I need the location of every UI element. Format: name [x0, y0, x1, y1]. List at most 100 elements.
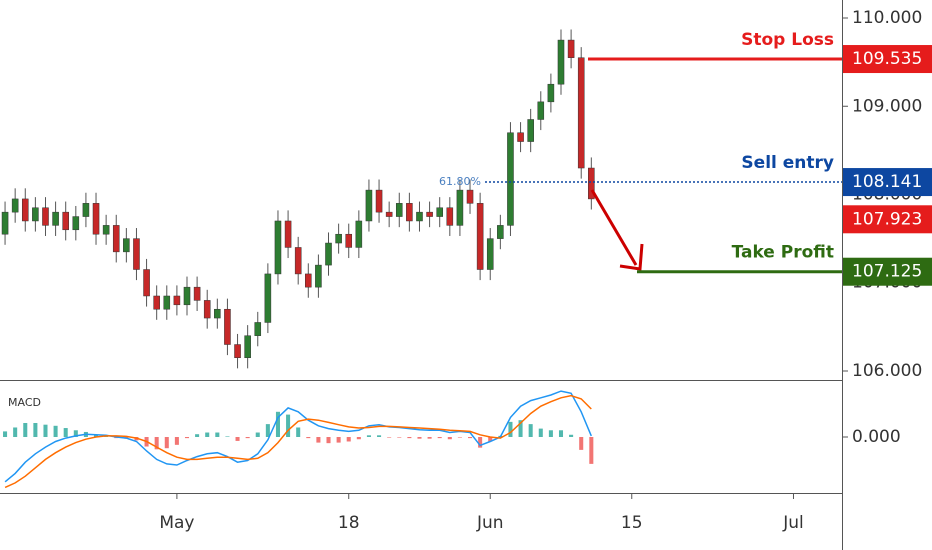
histogram-bar [468, 437, 473, 439]
last-price-box [843, 205, 932, 234]
candle-body [375, 189, 383, 213]
histogram-bar [377, 435, 382, 437]
level-price-box [843, 257, 932, 286]
histogram-bar [53, 425, 58, 437]
candle-body [395, 203, 403, 217]
candle-body [507, 132, 514, 226]
x-tick-label: 15 [621, 513, 643, 533]
histogram-bar [296, 427, 301, 437]
histogram-bar [255, 432, 260, 437]
x-tick-label: 18 [338, 513, 360, 533]
histogram-bar [3, 431, 8, 437]
y-tick-label: 109.000 [852, 96, 922, 116]
histogram-bar [164, 437, 169, 449]
macd-title: MACD [8, 396, 41, 409]
histogram-bar [478, 437, 483, 448]
candle-body [72, 216, 80, 231]
candle-body [315, 264, 322, 288]
histogram-bar [23, 423, 28, 437]
histogram-bar [538, 428, 543, 437]
candle-body [345, 233, 353, 248]
histogram-bar [417, 437, 422, 439]
histogram-bar [558, 430, 564, 437]
histogram-bar [306, 437, 311, 439]
candle-body [11, 198, 19, 213]
candle-body [527, 119, 534, 142]
x-tick-label: Jun [476, 513, 504, 533]
histogram-bar [33, 423, 38, 437]
candle-body [92, 203, 100, 235]
candle-body [203, 300, 211, 319]
histogram-bar [427, 437, 432, 439]
level-price-label: 107.125 [852, 262, 922, 282]
histogram-bar [548, 430, 553, 437]
candle-body [537, 101, 545, 120]
candle-body [355, 220, 363, 248]
x-tick-label: Jul [782, 513, 804, 533]
histogram-bar [215, 432, 220, 437]
level-price-box [843, 45, 932, 74]
y-tick-label: 0.000 [852, 427, 901, 447]
histogram-bar [245, 437, 250, 439]
candle-body [497, 225, 504, 239]
histogram-bar [205, 432, 210, 437]
candle-body [547, 83, 555, 103]
histogram-bar [366, 435, 371, 437]
histogram-bar [235, 437, 240, 441]
candle-body [436, 207, 443, 217]
level-price-box [843, 168, 932, 197]
candle-body [264, 273, 272, 323]
candle-body [82, 203, 90, 217]
histogram-bar [195, 434, 200, 437]
candle-body [567, 39, 575, 58]
candle-body [214, 308, 221, 319]
candle-body [32, 207, 39, 222]
candle-body [466, 189, 474, 204]
candle-body [183, 286, 191, 306]
candle-body [446, 207, 454, 226]
candle-body [476, 203, 484, 270]
candle-body [123, 238, 130, 253]
macd-line [4, 390, 592, 483]
histogram-bar [356, 437, 361, 440]
histogram-bar [579, 437, 584, 450]
level-price-label: 109.535 [852, 49, 922, 69]
candle-body [486, 238, 494, 270]
histogram-bar [13, 427, 18, 437]
y-tick-label: 106.000 [852, 361, 922, 381]
histogram-bar [94, 434, 99, 437]
candle-body [21, 198, 29, 222]
candle-body [335, 233, 342, 244]
candle-body [284, 220, 292, 248]
candle-body [294, 247, 302, 275]
candle-body [416, 211, 423, 222]
candle-body [254, 322, 262, 336]
histogram-bar [457, 437, 462, 438]
histogram-bar [63, 428, 68, 437]
histogram-bar [265, 424, 270, 437]
candle-body [325, 242, 332, 266]
histogram-bar [569, 434, 574, 437]
level-price-label: 108.141 [852, 172, 922, 192]
candle-body [244, 335, 251, 359]
candle-body [143, 269, 150, 297]
candle-body [588, 167, 595, 200]
histogram-bar [174, 437, 179, 445]
candle-body [406, 203, 413, 222]
candle-body [193, 286, 201, 301]
candle-body [365, 189, 373, 222]
histogram-bar [225, 436, 230, 437]
histogram-bar [43, 424, 48, 437]
candle-body [456, 189, 464, 226]
candle-body [305, 273, 312, 288]
histogram-bar [447, 437, 452, 440]
histogram-bar [437, 437, 442, 439]
trade-arrow [590, 189, 644, 271]
last-price-label: 107.923 [852, 209, 922, 229]
candle-body [133, 238, 140, 270]
level-note: 61.80% [439, 175, 481, 188]
candle-body [1, 211, 9, 235]
candle-body [224, 308, 231, 345]
